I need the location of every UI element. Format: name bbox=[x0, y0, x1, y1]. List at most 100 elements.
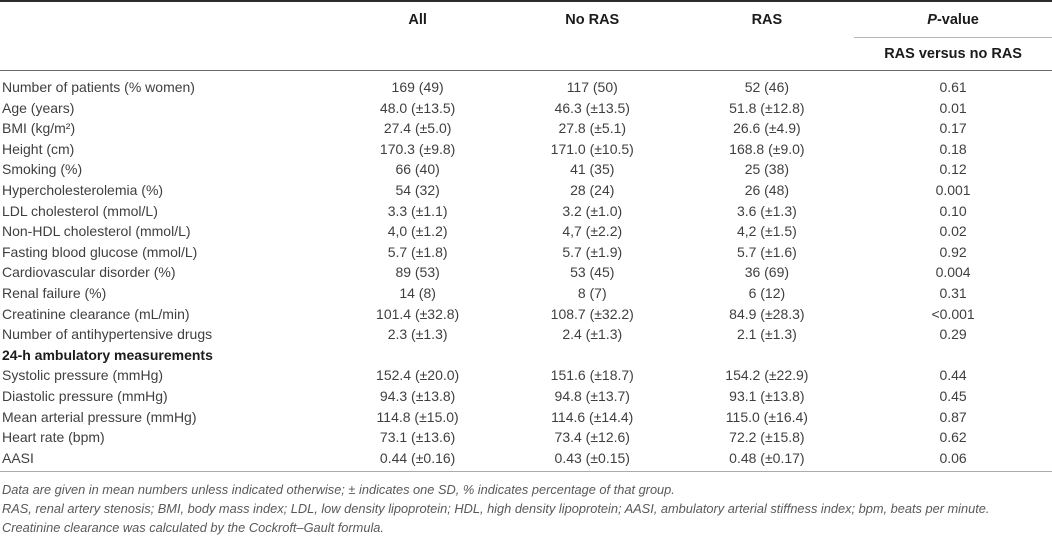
row-label: Age (years) bbox=[2, 99, 75, 116]
cell-all: 89 (53) bbox=[395, 264, 440, 281]
cell-all: 152.4 (±20.0) bbox=[376, 367, 460, 384]
p-value-rest-part: -value bbox=[936, 11, 979, 28]
cell-all: 54 (32) bbox=[395, 181, 440, 198]
row-label: Number of patients (% women) bbox=[2, 79, 195, 95]
cell-all: 5.7 (±1.8) bbox=[387, 243, 448, 260]
cell-ras: 36 (69) bbox=[744, 264, 790, 281]
cell-p-value: 0.17 bbox=[939, 120, 967, 137]
cell-p-value: 0.02 bbox=[939, 223, 967, 240]
cell-no-ras: 2.4 (±1.3) bbox=[562, 326, 623, 343]
column-subheader-ras-versus-no-ras: RAS versus no RAS bbox=[854, 37, 1052, 71]
cell-p-value: 0.87 bbox=[939, 408, 967, 425]
cell-ras: 26.6 (±4.9) bbox=[733, 120, 801, 137]
cell-no-ras bbox=[505, 345, 680, 366]
cell-all: 14 (8) bbox=[399, 284, 436, 301]
cell-p-value: 0.31 bbox=[939, 284, 967, 301]
cell-all: 2.3 (±1.3) bbox=[387, 326, 448, 343]
footnote-line: RAS, renal artery stenosis; BMI, body ma… bbox=[2, 501, 990, 517]
cell-ras: 51.8 (±12.8) bbox=[729, 99, 805, 116]
cell-ras: 5.7 (±1.6) bbox=[736, 243, 797, 260]
cell-no-ras: 114.6 (±14.4) bbox=[551, 408, 634, 425]
cell-p-value: 0.44 bbox=[939, 367, 967, 384]
cell-ras: 2.1 (±1.3) bbox=[736, 326, 797, 343]
cell-ras: 115.0 (±16.4) bbox=[725, 408, 808, 425]
cell-ras bbox=[680, 345, 855, 366]
row-label: Height (cm) bbox=[2, 140, 75, 157]
cell-no-ras: 151.6 (±18.7) bbox=[550, 367, 634, 384]
table-footnotes: Data are given in mean numbers unless in… bbox=[0, 472, 1052, 537]
table-row: Smoking (%) 66 (40) 41 (35) 25 (38) 0.12 bbox=[0, 159, 1052, 180]
table-row: Diastolic pressure (mmHg) 94.3 (±13.8) 9… bbox=[0, 386, 1052, 407]
table-row: Fasting blood glucose (mmol/L) 5.7 (±1.8… bbox=[0, 242, 1052, 263]
cell-p-value: 0.62 bbox=[939, 429, 967, 446]
cell-ras: 72.2 (±15.8) bbox=[729, 429, 805, 446]
cell-no-ras: 0.43 (±0.15) bbox=[504, 447, 680, 473]
row-label: Diastolic pressure (mmHg) bbox=[2, 387, 168, 404]
row-label: Systolic pressure (mmHg) bbox=[2, 367, 164, 384]
row-label: Fasting blood glucose (mmol/L) bbox=[2, 243, 198, 260]
header-row-sub: RAS versus no RAS bbox=[0, 37, 1052, 71]
row-label: Non-HDL cholesterol (mmol/L) bbox=[2, 223, 191, 240]
data-table: All No RAS RAS P-value RAS versus no RAS… bbox=[0, 0, 1052, 473]
cell-all: 170.3 (±9.8) bbox=[379, 140, 456, 157]
table-row: Mean arterial pressure (mmHg) 114.8 (±15… bbox=[0, 407, 1052, 428]
cell-all: 73.1 (±13.6) bbox=[379, 429, 456, 446]
cell-no-ras: 3.2 (±1.0) bbox=[562, 202, 623, 219]
table-header: All No RAS RAS P-value RAS versus no RAS bbox=[0, 1, 1052, 71]
table-row: Non-HDL cholesterol (mmol/L) 4,0 (±1.2) … bbox=[0, 221, 1052, 242]
cell-no-ras: 27.8 (±5.1) bbox=[558, 120, 627, 137]
cell-ras: 154.2 (±22.9) bbox=[725, 367, 809, 384]
cell-all: 48.0 (±13.5) bbox=[379, 99, 456, 116]
cell-p-value: 0.004 bbox=[935, 264, 971, 281]
column-header-p-value: P-value bbox=[854, 1, 1052, 38]
column-header-no-ras: No RAS bbox=[565, 11, 620, 28]
cell-no-ras: 8 (7) bbox=[577, 284, 607, 301]
cell-all: 94.3 (±13.8) bbox=[379, 387, 456, 404]
cell-no-ras: 108.7 (±32.2) bbox=[550, 305, 634, 322]
table-row: Renal failure (%) 14 (8) 8 (7) 6 (12) 0.… bbox=[0, 283, 1052, 304]
header-row-top: All No RAS RAS P-value bbox=[0, 1, 1052, 38]
row-label: AASI bbox=[0, 447, 331, 473]
cell-p-value: 0.18 bbox=[939, 140, 967, 157]
row-label: Renal failure (%) bbox=[2, 284, 107, 301]
cell-p-value: 0.45 bbox=[939, 387, 967, 404]
row-label: BMI (kg/m²) bbox=[2, 120, 76, 137]
table-row: Creatinine clearance (mL/min) 101.4 (±32… bbox=[0, 304, 1052, 325]
table-row: Height (cm) 170.3 (±9.8) 171.0 (±10.5) 1… bbox=[0, 139, 1052, 160]
cell-p-value: 0.001 bbox=[935, 181, 971, 198]
cell-no-ras: 117 (50) bbox=[566, 79, 618, 95]
cell-no-ras: 46.3 (±13.5) bbox=[554, 99, 630, 116]
cell-no-ras: 53 (45) bbox=[570, 264, 615, 281]
cell-no-ras: 171.0 (±10.5) bbox=[550, 140, 634, 157]
cell-no-ras: 41 (35) bbox=[570, 161, 615, 178]
table-row: Age (years) 48.0 (±13.5) 46.3 (±13.5) 51… bbox=[0, 98, 1052, 119]
table-body: Number of patients (% women) 169 (49) 11… bbox=[0, 71, 1052, 473]
table-row: BMI (kg/m²) 27.4 (±5.0) 27.8 (±5.1) 26.6… bbox=[0, 118, 1052, 139]
cell-p-value: 0.61 bbox=[939, 79, 967, 95]
table-row: Number of patients (% women) 169 (49) 11… bbox=[0, 71, 1052, 98]
table-row: AASI 0.44 (±0.16) 0.43 (±0.15) 0.48 (±0.… bbox=[0, 447, 1052, 473]
table-row: Hypercholesterolemia (%) 54 (32) 28 (24)… bbox=[0, 180, 1052, 201]
table-row: Heart rate (bpm) 73.1 (±13.6) 73.4 (±12.… bbox=[0, 427, 1052, 448]
table-row: Number of antihypertensive drugs 2.3 (±1… bbox=[0, 324, 1052, 345]
footnote-line: Creatinine clearance was calculated by t… bbox=[2, 520, 384, 536]
column-header-all: All bbox=[408, 11, 427, 28]
cell-ras: 25 (38) bbox=[744, 161, 790, 178]
cell-no-ras: 5.7 (±1.9) bbox=[562, 243, 623, 260]
cell-p-value: 0.29 bbox=[939, 326, 967, 343]
table-row: 24-h ambulatory measurements bbox=[0, 345, 1052, 366]
cell-all bbox=[330, 345, 505, 366]
cell-no-ras: 4,7 (±2.2) bbox=[562, 223, 623, 240]
table-row: Cardiovascular disorder (%) 89 (53) 53 (… bbox=[0, 262, 1052, 283]
cell-ras: 4,2 (±1.5) bbox=[736, 223, 797, 240]
cell-ras: 6 (12) bbox=[748, 284, 786, 301]
cell-p-value: 0.10 bbox=[939, 202, 967, 219]
row-label: Cardiovascular disorder (%) bbox=[2, 264, 176, 281]
cell-p-value bbox=[854, 345, 1052, 366]
header-spacer bbox=[0, 1, 330, 38]
cell-p-value: 0.12 bbox=[939, 161, 967, 178]
cell-ras: 3.6 (±1.3) bbox=[736, 202, 797, 219]
cell-no-ras: 73.4 (±12.6) bbox=[554, 429, 630, 446]
cell-ras: 84.9 (±28.3) bbox=[729, 305, 805, 322]
